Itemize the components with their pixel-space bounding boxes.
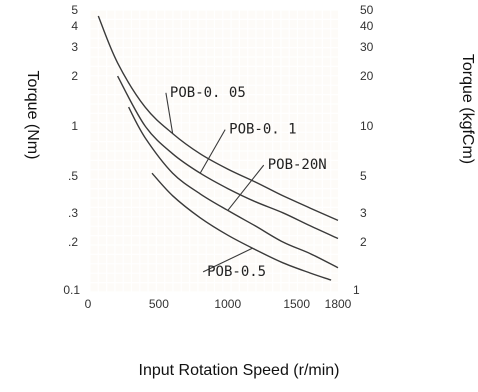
annotation-leader-line <box>199 129 226 174</box>
y-right-tick-label: 1 <box>353 283 360 297</box>
series-annotation-label: POB-0. 05 <box>170 85 246 101</box>
y-right-tick-label: 50 <box>360 3 374 17</box>
annotations: POB-0. 05 POB-0. 1 POB-20N POB-0.5 <box>165 85 327 280</box>
x-tick-label: 1800 <box>325 297 352 311</box>
x-tick-label: 0 <box>85 297 92 311</box>
annotation-leader-line <box>227 164 265 211</box>
y-left-tick-label: .2 <box>68 235 78 249</box>
y-axis-label-left: Torque (Nm) <box>24 70 41 160</box>
x-axis-label: Input Rotation Speed (r/min) <box>138 362 340 379</box>
y-left-tick-label: 1 <box>71 119 78 133</box>
series-line-4 <box>151 172 332 281</box>
series-annotation-label: POB-0. 1 <box>229 122 296 138</box>
y-right-tick-label: 20 <box>360 69 374 83</box>
y-right-tick-label: 30 <box>360 40 374 54</box>
annotation-leader-line <box>165 92 174 134</box>
y-right-tick-label: 3 <box>360 206 367 220</box>
series-annotation-label: POB-20N <box>268 157 327 173</box>
y-left-tick-label: 5 <box>71 3 78 17</box>
series-annotation-label: POB-0.5 <box>207 264 266 280</box>
y-axis-label-right: Torque (kgfCm) <box>459 53 476 165</box>
y-left-tick-label: .5 <box>68 169 78 183</box>
y-right-tick-label: 5 <box>360 169 367 183</box>
x-tick-label: 1000 <box>214 297 241 311</box>
y-left-tick-label: 4 <box>71 19 78 33</box>
y-right-tick-label: 2 <box>360 235 367 249</box>
y-right-tick-label: 40 <box>360 19 374 33</box>
annotation-leader-line <box>202 247 253 273</box>
axis-ticks: 0 500 1000 1500 1800 0.1 .2 .3 .5 1 2 3 4 5 1 2 3 5 10 20 30… <box>63 3 373 311</box>
series-line-1 <box>97 15 339 222</box>
x-tick-label: 1500 <box>283 297 310 311</box>
y-left-tick-label: .3 <box>68 206 78 220</box>
y-left-tick-label: 2 <box>71 69 78 83</box>
y-right-tick-label: 10 <box>360 119 374 133</box>
y-left-tick-label: 0.1 <box>63 283 80 297</box>
y-left-tick-label: 3 <box>71 40 78 54</box>
x-tick-label: 500 <box>149 297 169 311</box>
series-line-2 <box>116 75 339 240</box>
